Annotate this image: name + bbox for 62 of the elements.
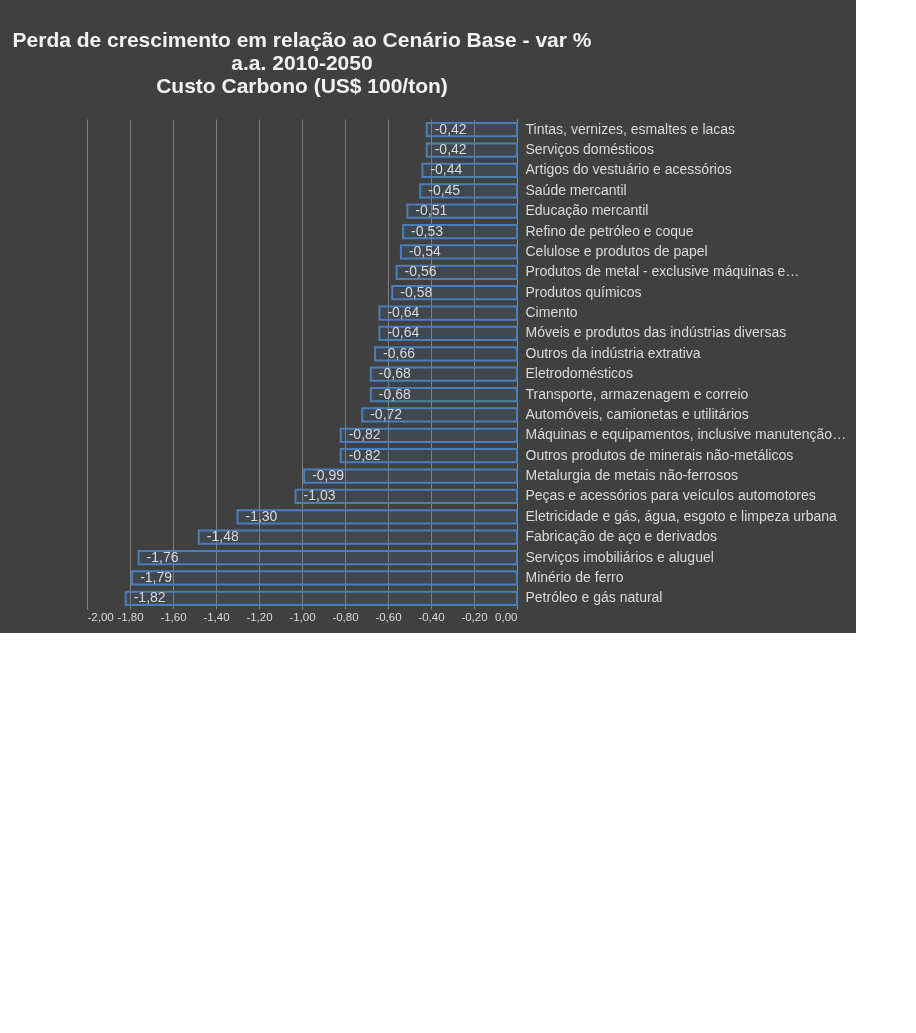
y-tick-label: Educação mercantil [525,202,649,219]
data-label: -1,82 [133,589,166,606]
data-label: -0,68 [378,365,411,382]
x-tick-label: -2,00 [87,610,114,623]
data-label: -0,66 [383,344,416,361]
text: a.a. 2010-2050 [231,51,373,74]
data-label: -0,45 [428,181,461,198]
y-tick-label: Refino de petróleo e coque [525,222,694,239]
y-tick-label: Eletrodomésticos [525,365,633,382]
data-label: -0,56 [404,263,437,280]
y-tick-label: Tintas, vernizes, esmaltes e lacas [525,120,736,137]
y-tick-label: Saúde mercantil [525,181,627,198]
y-tick-label: Petróleo e gás natural [525,589,663,606]
x-tick-label: -0,60 [375,610,402,623]
data-label: -0,58 [400,283,433,300]
y-tick-label: Fabricação de aço e derivados [525,528,717,545]
data-label: -0,72 [370,405,403,422]
x-tick-label: -1,60 [160,610,187,623]
data-label: -1,03 [303,487,336,504]
data-label: -1,79 [140,568,173,585]
x-tick-label: -1,80 [117,610,144,623]
y-tick-label: Artigos do vestuário e acessórios [525,161,732,178]
y-tick-label: Celulose e produtos de papel [525,242,708,259]
x-tick-label: 0,00 [495,610,518,623]
x-tick-label: -0,80 [332,610,359,623]
text: Perda de crescimento em relação ao Cenário Base - var % [12,28,592,51]
data-label: -0,99 [312,467,345,484]
x-tick-label: -0,40 [418,610,445,623]
data-label: -0,53 [411,222,444,239]
y-tick-label: Transporte, armazenagem e correio [525,385,749,402]
x-tick-label: -1,40 [203,610,230,623]
y-tick-label: Outros produtos de minerais não-metálicos [525,446,794,463]
y-tick-label: Peças e acessórios para veículos automotores [525,487,816,504]
data-label: -0,42 [434,141,467,158]
data-label: -0,44 [430,161,463,178]
y-tick-label: Produtos de metal - exclusive máquinas e… [525,263,800,280]
y-tick-label: Cimento [525,304,578,321]
data-label: -1,76 [146,548,179,565]
data-label: -1,48 [206,528,239,545]
data-label: -0,64 [387,324,420,341]
y-tick-label: Automóveis, camionetas e utilitários [525,405,749,422]
data-label: -0,51 [415,202,448,219]
data-label: -0,82 [348,426,381,443]
x-tick-label: -1,00 [289,610,316,623]
data-label: -1,30 [245,507,278,524]
y-tick-label: Metalurgia de metais não-ferrosos [525,467,738,484]
x-tick-label: -0,20 [461,610,488,623]
y-tick-label: Serviços imobiliários e aluguel [525,548,714,565]
data-label: -0,68 [378,385,411,402]
y-tick-label: Móveis e produtos das indústrias diversas [525,324,787,341]
y-tick-label: Serviços domésticos [525,141,654,158]
data-label: -0,64 [387,304,420,321]
y-tick-label: Outros da indústria extrativa [525,344,701,361]
x-tick-label: -1,20 [246,610,273,623]
text: Custo Carbono (US$ 100/ton) [156,74,448,97]
data-label: -0,42 [434,120,467,137]
data-label: -0,54 [408,242,442,259]
y-tick-label: Produtos químicos [525,283,642,300]
y-tick-label: Eletricidade e gás, água, esgoto e limpeza urbana [525,507,838,524]
y-tick-label: Minério de ferro [525,568,624,585]
y-tick-label: Máquinas e equipamentos, inclusive manutenção… [525,426,847,443]
data-label: -0,82 [348,446,381,463]
